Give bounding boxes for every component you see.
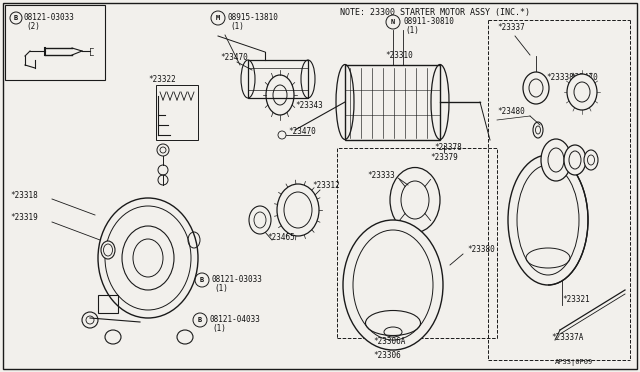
Text: B: B [14,15,18,21]
Ellipse shape [249,206,271,234]
Bar [337,148,497,338]
Text: *23306: *23306 [373,350,401,359]
Text: 08121-03033: 08121-03033 [24,13,75,22]
Ellipse shape [564,145,586,175]
Bar [156,85,198,140]
Text: *23321: *23321 [562,295,589,305]
Ellipse shape [98,198,198,318]
Text: NOTE: 23300 STARTER MOTOR ASSY (INC.*): NOTE: 23300 STARTER MOTOR ASSY (INC.*) [340,7,530,16]
Text: *23318: *23318 [10,190,38,199]
Text: N: N [391,19,395,25]
Ellipse shape [523,72,549,104]
Text: *23337A: *23337A [551,334,584,343]
Text: *23470: *23470 [288,128,316,137]
Text: *23465: *23465 [267,232,295,241]
Ellipse shape [277,184,319,236]
Bar [345,65,440,140]
Text: (1): (1) [214,285,228,294]
Text: *23319: *23319 [10,214,38,222]
Text: (1): (1) [405,26,419,35]
Text: (1): (1) [230,22,244,32]
Text: *23310: *23310 [385,51,413,61]
Text: AP33|0P09: AP33|0P09 [555,359,593,366]
Ellipse shape [584,150,598,170]
Text: *23470: *23470 [570,74,598,83]
Text: *23337: *23337 [497,23,525,32]
Text: M: M [216,15,220,21]
Text: *23379: *23379 [430,154,458,163]
Ellipse shape [343,220,443,350]
Text: *23312: *23312 [312,182,340,190]
Text: 08915-13810: 08915-13810 [228,13,279,22]
Text: 08121-03033: 08121-03033 [212,276,263,285]
Text: B: B [200,277,204,283]
Text: (1): (1) [212,324,226,334]
Ellipse shape [567,74,597,110]
Ellipse shape [177,330,193,344]
Text: *23322: *23322 [148,76,176,84]
Bar [98,295,118,313]
Text: (2): (2) [26,22,40,31]
Text: *23333: *23333 [367,170,395,180]
Bar [248,60,308,98]
Text: *23343: *23343 [295,100,323,109]
Ellipse shape [541,139,571,181]
Text: *23480: *23480 [497,108,525,116]
Ellipse shape [101,241,115,259]
Ellipse shape [508,155,588,285]
Text: 08121-04033: 08121-04033 [210,315,261,324]
Text: B: B [198,317,202,323]
Text: *23380: *23380 [467,246,495,254]
Text: *23470: *23470 [220,52,248,61]
Ellipse shape [105,330,121,344]
Bar [5,5,105,80]
Text: 08911-30810: 08911-30810 [403,17,454,26]
Text: *23378: *23378 [434,144,461,153]
Text: *23338: *23338 [546,74,573,83]
Text: *23306A: *23306A [373,337,405,346]
